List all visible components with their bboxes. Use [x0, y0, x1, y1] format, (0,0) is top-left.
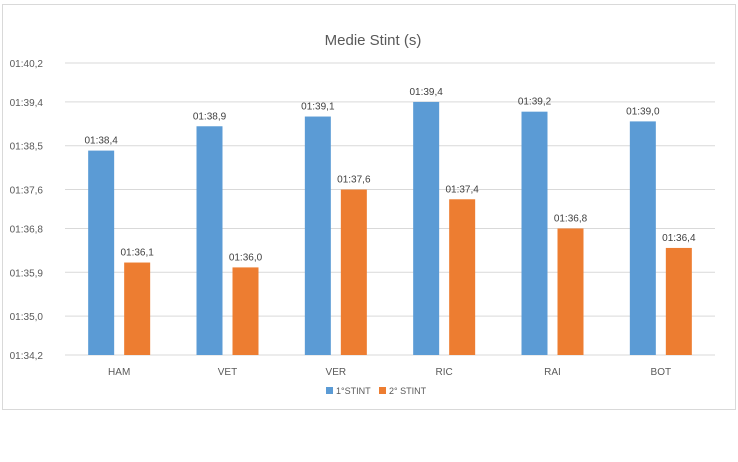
data-label: 01:39,1 — [301, 102, 335, 113]
data-label: 01:36,8 — [554, 213, 588, 224]
y-axis-tick-labels: 01:34,2 01:35,0 01:35,9 01:36,8 01:37,6 01:38… — [10, 59, 44, 362]
bar-stint-2 — [665, 247, 692, 355]
data-label: 01:39,4 — [409, 87, 443, 98]
category-label: HAM — [108, 367, 130, 378]
data-label: 01:36,1 — [120, 248, 154, 259]
y-tick-label: 01:35,0 — [10, 312, 44, 323]
legend-label: 1°STINT — [336, 386, 371, 396]
bar-stint-1 — [304, 116, 331, 356]
bar-stint-1 — [196, 126, 223, 356]
category-label: VER — [326, 367, 347, 378]
data-labels: 01:38,4 01:36,1 01:38,9 01:36,0 01:39,1 01:37… — [84, 87, 695, 263]
bar-stint-2 — [449, 199, 476, 355]
category-label: RIC — [436, 367, 453, 378]
y-tick-label: 01:40,2 — [10, 59, 44, 70]
legend: 1°STINT 2° STINT — [326, 386, 427, 396]
bar-stint-2 — [340, 189, 367, 355]
category-label: RAI — [544, 367, 561, 378]
bar-chart: Medie Stint (s) 01:34,201:35,001:35,901:… — [10, 32, 715, 396]
x-axis-category-labels: HAM VET VER RIC RAI BOT — [108, 367, 671, 378]
y-tick-label: 01:39,4 — [10, 98, 44, 109]
y-tick-label: 01:38,5 — [10, 142, 44, 153]
legend-label: 2° STINT — [389, 386, 427, 396]
bar-stint-1 — [413, 101, 440, 355]
data-label: 01:38,4 — [84, 136, 118, 147]
y-tick-label: 01:37,6 — [10, 186, 44, 197]
chart-title: Medie Stint (s) — [325, 32, 422, 49]
y-tick-label: 01:35,9 — [10, 268, 44, 279]
bar-stint-1 — [88, 150, 115, 355]
bar-stint-1 — [521, 111, 548, 356]
data-label: 01:38,9 — [193, 111, 227, 122]
chart-frame: Medie Stint (s) 01:34,2 01:35,0 01:35,9 01:… — [2, 4, 736, 410]
bar-stint-2 — [124, 262, 151, 355]
legend-swatch — [379, 387, 386, 394]
category-label: VET — [218, 367, 237, 378]
bar-stint-1 — [629, 121, 656, 356]
bar-stint-2 — [232, 267, 259, 355]
data-label: 01:39,2 — [518, 97, 552, 108]
y-tick-label: 01:34,2 — [10, 351, 44, 362]
gridlines — [65, 62, 715, 356]
data-label: 01:36,4 — [662, 233, 696, 244]
data-label: 01:36,0 — [229, 252, 263, 263]
bars — [88, 101, 692, 356]
data-label: 01:39,0 — [626, 106, 660, 117]
bar-stint-2 — [557, 228, 584, 355]
legend-swatch — [326, 387, 333, 394]
category-label: BOT — [651, 367, 672, 378]
data-label: 01:37,4 — [445, 184, 479, 195]
y-tick-label: 01:36,8 — [10, 224, 44, 235]
data-label: 01:37,6 — [337, 175, 371, 186]
